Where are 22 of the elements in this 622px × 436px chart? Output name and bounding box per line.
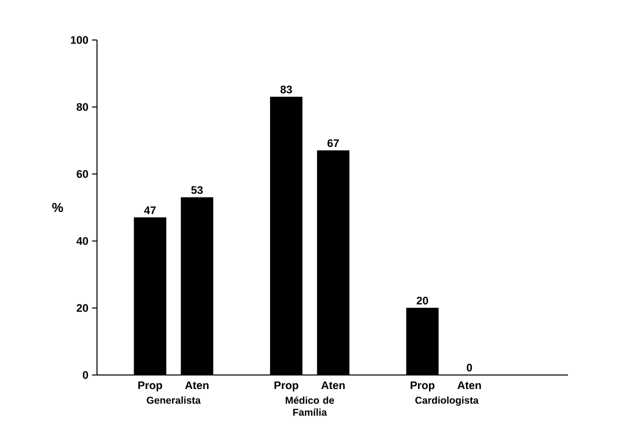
data-label: 20 [416, 296, 428, 304]
x-tick-label: Aten [321, 382, 345, 390]
y-axis-title: % [52, 202, 64, 212]
data-label: 53 [191, 186, 203, 194]
y-tick-label: 80 [76, 103, 88, 111]
x-tick-label: Aten [185, 382, 209, 390]
y-tick-label: 20 [76, 304, 88, 312]
y-tick-label: 100 [70, 36, 88, 44]
data-label: 83 [280, 86, 292, 94]
x-tick-label: Prop [410, 382, 434, 392]
data-label: 47 [144, 206, 156, 214]
text: Generalista [146, 396, 201, 404]
text: Cardiologista [415, 396, 479, 406]
x-tick-label: Aten [457, 382, 481, 390]
y-tick-label: 40 [76, 237, 88, 245]
data-label: 67 [328, 139, 339, 148]
text: Médico de Família [286, 396, 334, 416]
y-tick-label: 60 [76, 170, 88, 178]
y-tick-label: 0 [82, 371, 88, 379]
data-label: 0 [466, 364, 472, 372]
x-tick-label: Prop [138, 382, 162, 392]
x-tick-label: Prop [274, 382, 298, 392]
